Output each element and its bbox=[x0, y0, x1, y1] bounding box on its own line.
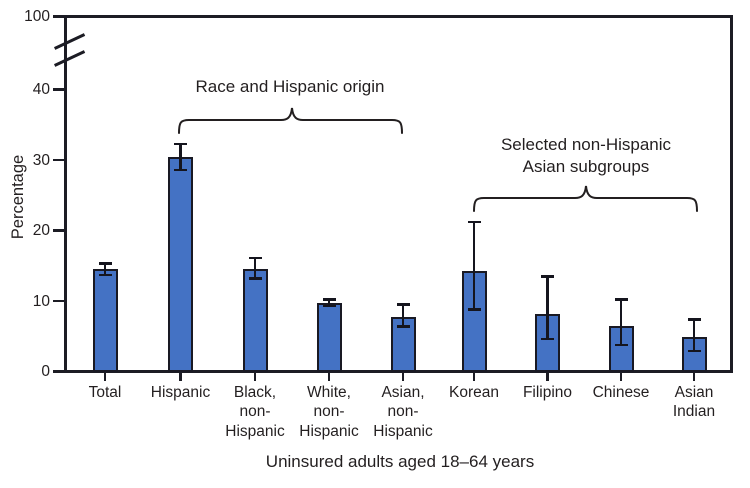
bar-hispanic bbox=[168, 157, 193, 373]
x-label-line: Hispanic bbox=[299, 422, 359, 440]
x-label-line: Indian bbox=[672, 403, 716, 420]
error-cap-top-korean bbox=[467, 220, 481, 224]
y-tick-30 bbox=[53, 158, 64, 162]
x-label-asian-non-hispanic: Asian, non- Hispanic bbox=[358, 383, 448, 442]
error-cap-bottom-filipino bbox=[541, 337, 554, 341]
x-tick-hispanic bbox=[179, 372, 182, 382]
y-tick-100 bbox=[53, 15, 64, 18]
error-cap-bottom-black-non-hispanic bbox=[248, 277, 262, 280]
y-axis-line bbox=[64, 15, 67, 373]
x-label-line: Hispanic bbox=[225, 422, 285, 440]
error-bar-total bbox=[103, 263, 107, 275]
x-tick-filipino bbox=[546, 372, 549, 382]
error-bar-filipino bbox=[546, 276, 549, 340]
annotation-race-origin: Race and Hispanic origin bbox=[195, 77, 385, 96]
x-label-chinese: Chinese bbox=[576, 383, 666, 403]
x-tick-korean bbox=[472, 372, 476, 382]
error-cap-top-chinese bbox=[614, 298, 628, 301]
error-cap-top-black-non-hispanic bbox=[248, 256, 262, 260]
error-cap-top-white-non-hispanic bbox=[322, 298, 336, 301]
annotation-asian-subgroups: Selected non-Hispanic Asian subgroups bbox=[436, 134, 736, 177]
y-tick-0 bbox=[53, 370, 64, 373]
y-tick-label-0: 0 bbox=[41, 363, 50, 380]
bar-black-non-hispanic bbox=[242, 268, 268, 373]
error-cap-bottom-total bbox=[98, 273, 112, 277]
x-label-line: White, bbox=[307, 383, 351, 401]
error-bar-hispanic bbox=[179, 143, 182, 170]
x-label-filipino: Filipino bbox=[503, 383, 593, 403]
y-tick-label-10: 10 bbox=[32, 292, 50, 310]
y-tick-20 bbox=[53, 229, 64, 232]
x-label-black-non-hispanic: Black, non- Hispanic bbox=[210, 383, 300, 442]
bar-total bbox=[92, 269, 118, 373]
x-label-line: non- bbox=[313, 403, 345, 420]
x-label-line: Black, bbox=[233, 383, 277, 401]
x-tick-chinese bbox=[619, 372, 623, 382]
y-tick-label-20: 20 bbox=[32, 222, 50, 239]
x-label-line: Hispanic bbox=[150, 383, 211, 401]
plot-top-border bbox=[64, 15, 733, 18]
x-label-line: Hispanic bbox=[373, 422, 433, 440]
y-tick-label-100: 100 bbox=[24, 7, 50, 25]
error-cap-bottom-white-non-hispanic bbox=[322, 304, 336, 308]
error-bar-white-non-hispanic bbox=[327, 299, 331, 306]
error-cap-bottom-hispanic bbox=[174, 168, 187, 172]
x-axis-title: Uninsured adults aged 18–64 years bbox=[265, 452, 535, 471]
x-label-total: Total bbox=[60, 383, 150, 403]
x-label-line: Chinese bbox=[592, 383, 650, 401]
x-label-line: Filipino bbox=[522, 383, 573, 401]
error-cap-bottom-korean bbox=[467, 308, 481, 311]
x-tick-black-non-hispanic bbox=[253, 372, 257, 382]
x-tick-total bbox=[103, 372, 107, 382]
error-cap-bottom-chinese bbox=[614, 343, 628, 346]
y-tick-10 bbox=[53, 299, 64, 303]
error-cap-top-hispanic bbox=[174, 142, 187, 145]
error-cap-top-total bbox=[98, 262, 112, 265]
x-label-line: Total bbox=[88, 383, 122, 401]
x-label-line: Asian bbox=[674, 383, 714, 401]
error-bar-black-non-hispanic bbox=[253, 257, 257, 279]
error-bar-asian-non-hispanic bbox=[401, 304, 405, 327]
x-label-line: Korean bbox=[449, 383, 499, 401]
x-tick-asian-non-hispanic bbox=[401, 372, 405, 382]
y-tick-label-30: 30 bbox=[32, 151, 50, 169]
error-cap-top-filipino bbox=[541, 275, 554, 278]
x-label-korean: Korean bbox=[429, 383, 519, 403]
bar-korean bbox=[461, 270, 487, 373]
error-cap-bottom-asian-indian bbox=[687, 349, 701, 353]
annotation-asian-subgroups-line2: Asian subgroups bbox=[522, 156, 650, 176]
x-label-white-non-hispanic: White, non- Hispanic bbox=[284, 383, 374, 442]
x-tick-asian-indian bbox=[692, 372, 696, 382]
x-label-hispanic: Hispanic bbox=[136, 383, 226, 403]
x-label-asian-indian: Asian Indian bbox=[649, 383, 739, 422]
error-cap-top-asian-non-hispanic bbox=[396, 303, 410, 306]
error-bar-korean bbox=[472, 222, 476, 310]
bar-filipino bbox=[535, 313, 560, 373]
error-bar-asian-indian bbox=[692, 319, 696, 352]
error-bar-chinese bbox=[619, 299, 623, 345]
error-cap-top-asian-indian bbox=[687, 318, 701, 321]
y-tick-label-40: 40 bbox=[32, 81, 50, 98]
x-tick-white-non-hispanic bbox=[327, 372, 331, 382]
bar-white-non-hispanic bbox=[316, 303, 342, 373]
x-label-line: Asian, bbox=[381, 383, 425, 401]
x-label-line: non- bbox=[387, 403, 419, 420]
annotation-asian-subgroups-line1: Selected non-Hispanic bbox=[500, 135, 672, 154]
x-label-line: non- bbox=[239, 403, 271, 420]
plot-right-border bbox=[730, 15, 733, 373]
y-tick-40 bbox=[53, 88, 64, 91]
error-cap-bottom-asian-non-hispanic bbox=[396, 325, 410, 328]
